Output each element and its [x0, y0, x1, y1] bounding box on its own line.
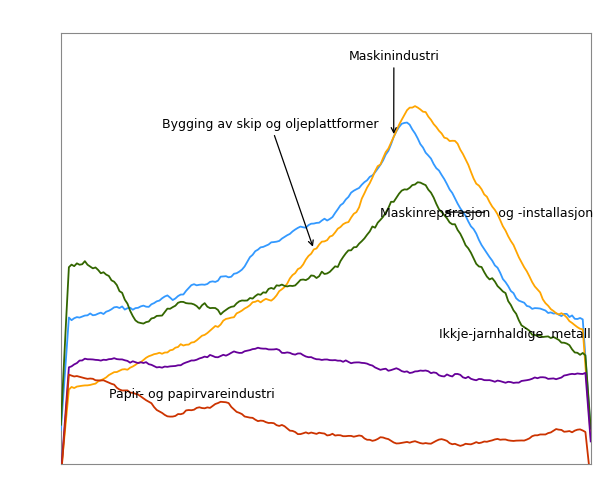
- Text: Maskinindustri: Maskinindustri: [348, 50, 439, 133]
- Text: Bygging av skip og oljeplattformer: Bygging av skip og oljeplattformer: [162, 118, 379, 246]
- Text: Papir- og papirvareindustri: Papir- og papirvareindustri: [109, 387, 275, 400]
- Text: Maskinreparasjon  og -installasjon: Maskinreparasjon og -installasjon: [381, 206, 594, 219]
- Text: Ikkje-jarnhaldige  metall: Ikkje-jarnhaldige metall: [439, 327, 591, 340]
